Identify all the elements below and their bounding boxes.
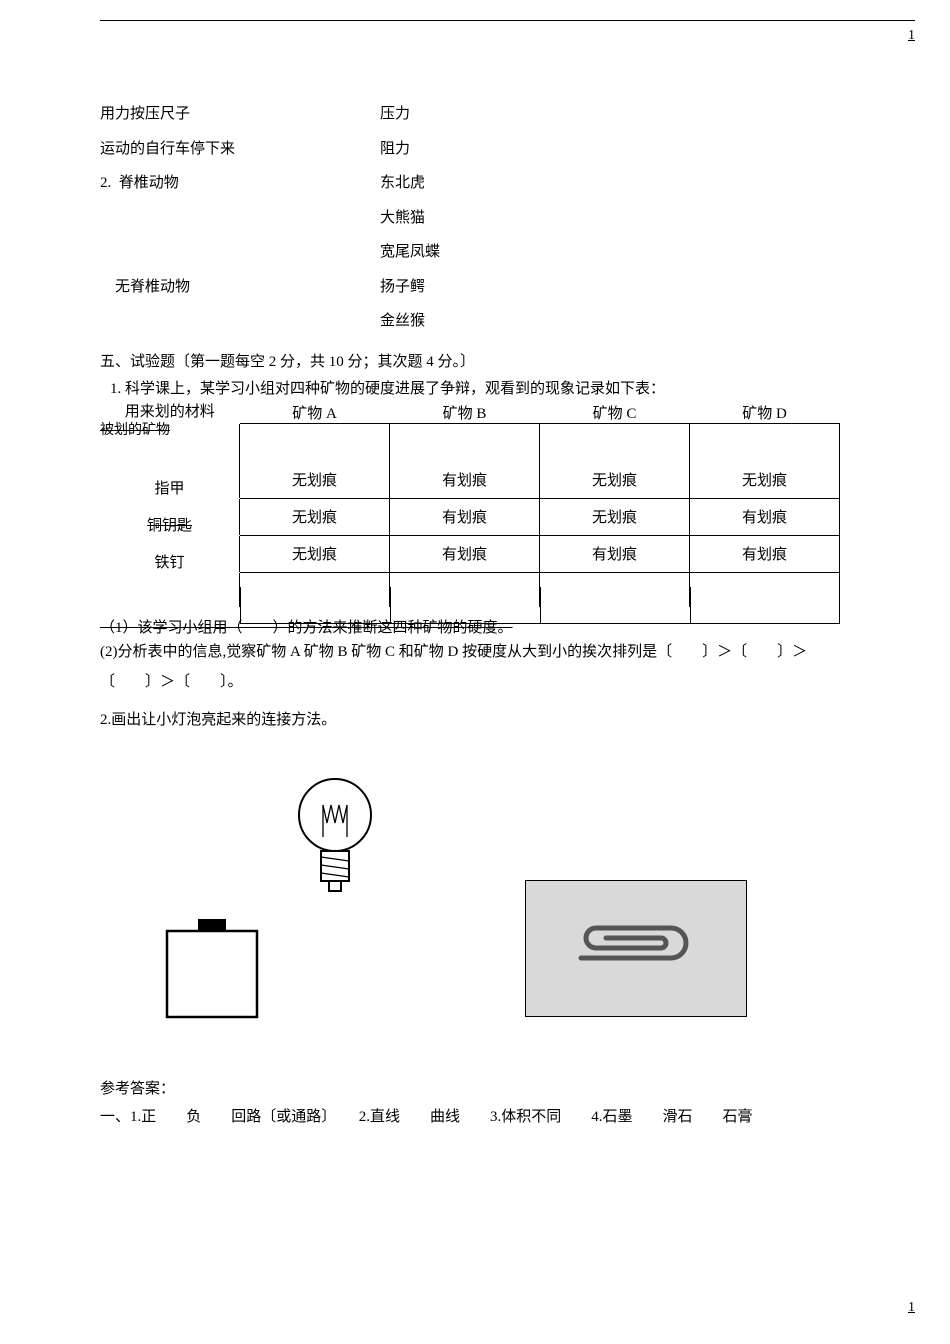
pair-row: 大熊猫: [100, 204, 850, 233]
answers-heading: 参考答案：: [100, 1075, 850, 1104]
pair-left: [100, 204, 380, 233]
hdr-left-l2: 被划的矿物: [100, 419, 170, 439]
col-d: 矿物 D: [690, 402, 840, 423]
row-label: 铜钥匙: [100, 499, 240, 535]
pair-row: 金丝猴: [100, 307, 850, 336]
col-b: 矿物 B: [390, 402, 540, 423]
cell: 无划痕: [240, 424, 390, 498]
cell: 无划痕: [240, 499, 390, 535]
col-c: 矿物 C: [540, 402, 690, 423]
q1-intro: 1. 科学课上，某学习小组对四种矿物的硬度进展了争辩，观看到的现象记录如下表：: [110, 377, 850, 398]
cell: 有划痕: [390, 536, 540, 572]
cell: 有划痕: [390, 424, 540, 498]
pair-right: 压力: [380, 100, 850, 129]
cell: 无划痕: [690, 424, 840, 498]
cell: 有划痕: [540, 536, 690, 572]
pair-left: [100, 238, 380, 267]
paperclip-icon: [561, 918, 711, 978]
pair-right: 宽尾凤蝶: [380, 238, 850, 267]
answers-line1: 一、1.正 负 回路〔或通路〕 2.直线 曲线 3.体积不同 4.石墨 滑石 石…: [100, 1103, 850, 1132]
pair-right: 金丝猴: [380, 307, 850, 336]
paperclip-box: [525, 880, 747, 1017]
col-a: 矿物 A: [240, 402, 390, 423]
answers-block: 参考答案： 一、1.正 负 回路〔或通路〕 2.直线 曲线 3.体积不同 4.石…: [100, 1075, 850, 1132]
top-rule: [100, 20, 915, 21]
page-number-top: 1: [908, 28, 915, 44]
pair-row: 2. 脊椎动物东北虎: [100, 169, 850, 198]
pair-left: 运动的自行车停下来: [100, 135, 380, 164]
bulb-icon: [295, 765, 375, 910]
pair-row: 用力按压尺子压力: [100, 100, 850, 129]
hdr-left-l1: 用来划的材料: [125, 404, 215, 420]
pair-left: 2. 脊椎动物: [100, 169, 380, 198]
cell: 无划痕: [540, 499, 690, 535]
cell: 有划痕: [390, 499, 540, 535]
q1-sub2: (2)分析表中的信息,觉察矿物 A 矿物 B 矿物 C 和矿物 D 按硬度从大到…: [100, 637, 850, 697]
cell: 无划痕: [240, 536, 390, 572]
pair-right: 东北虎: [380, 169, 850, 198]
pair-row: 宽尾凤蝶: [100, 238, 850, 267]
pair-right: 阻力: [380, 135, 850, 164]
page-number-bottom: 1: [908, 1300, 915, 1316]
pair-right: 大熊猫: [380, 204, 850, 233]
pair-row: 运动的自行车停下来阻力: [100, 135, 850, 164]
pair-right: 扬子鳄: [380, 273, 850, 302]
mineral-table: 用来划的材料 矿物 A 矿物 B 矿物 C 矿物 D 被划的矿物 指甲无划痕有划…: [100, 402, 850, 629]
cell: 无划痕: [540, 424, 690, 498]
section-5-title: 五、试验题〔第一题每空 2 分，共 10 分；其次题 4 分。〕: [100, 350, 850, 371]
pair-left: [100, 307, 380, 336]
cell: 有划痕: [690, 499, 840, 535]
q1-sub1: （1）该学习小组用（ ）的方法来推断这四种矿物的硬度。: [100, 616, 513, 637]
q2-text: 2.画出让小灯泡亮起来的连接方法。: [100, 705, 850, 735]
cell: 有划痕: [690, 536, 840, 572]
row-label: 铁钉: [100, 536, 240, 572]
pair-row: 无脊椎动物扬子鳄: [100, 273, 850, 302]
circuit-area: [100, 765, 850, 1045]
pair-left: 无脊椎动物: [100, 273, 380, 302]
pair-left: 用力按压尺子: [100, 100, 380, 129]
battery-icon: [162, 915, 272, 1030]
